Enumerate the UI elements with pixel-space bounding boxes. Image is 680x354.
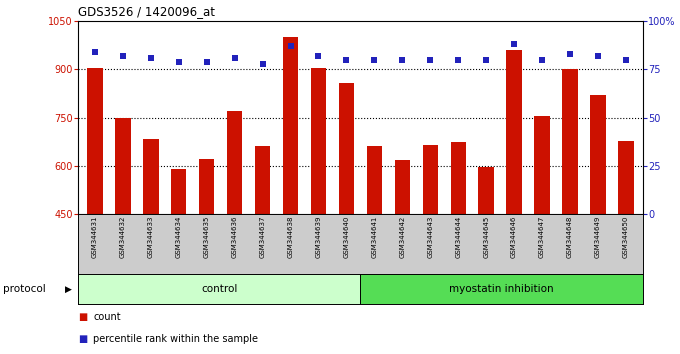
Point: [257, 61, 268, 67]
Bar: [394, 160, 410, 354]
Text: GSM344639: GSM344639: [316, 216, 322, 258]
Point: [201, 59, 212, 64]
Text: ▶: ▶: [65, 285, 72, 294]
Point: [369, 57, 380, 63]
Point: [313, 53, 324, 59]
Point: [620, 57, 631, 63]
Bar: [360, 274, 643, 304]
Point: [453, 57, 464, 63]
Text: GSM344645: GSM344645: [483, 216, 489, 258]
Text: GSM344636: GSM344636: [232, 216, 238, 258]
Bar: [311, 68, 326, 354]
Point: [90, 49, 101, 55]
Text: GSM344647: GSM344647: [539, 216, 545, 258]
Bar: [367, 146, 382, 354]
Point: [425, 57, 436, 63]
Bar: [87, 68, 103, 354]
Text: GSM344631: GSM344631: [92, 216, 98, 258]
Point: [341, 57, 352, 63]
Text: GSM344649: GSM344649: [595, 216, 601, 258]
Text: GSM344633: GSM344633: [148, 216, 154, 258]
Point: [173, 59, 184, 64]
Bar: [255, 146, 270, 354]
Text: GSM344641: GSM344641: [371, 216, 377, 258]
Bar: [451, 142, 466, 354]
Text: GDS3526 / 1420096_at: GDS3526 / 1420096_at: [78, 5, 215, 18]
Text: GSM344642: GSM344642: [399, 216, 405, 258]
Text: GSM344638: GSM344638: [288, 216, 294, 258]
Bar: [339, 83, 354, 354]
Bar: [507, 50, 522, 354]
Text: GSM344644: GSM344644: [455, 216, 461, 258]
Point: [229, 55, 240, 61]
Text: percentile rank within the sample: percentile rank within the sample: [93, 334, 258, 344]
Text: myostatin inhibition: myostatin inhibition: [449, 284, 554, 295]
Text: control: control: [201, 284, 237, 295]
Point: [481, 57, 492, 63]
Bar: [115, 118, 131, 354]
Bar: [590, 95, 606, 354]
Point: [285, 44, 296, 49]
Bar: [562, 69, 577, 354]
Text: ■: ■: [78, 334, 88, 344]
Bar: [227, 111, 242, 354]
Bar: [171, 169, 186, 354]
Bar: [534, 116, 549, 354]
Bar: [422, 145, 438, 354]
Text: ■: ■: [78, 312, 88, 322]
Text: GSM344632: GSM344632: [120, 216, 126, 258]
Text: GSM344635: GSM344635: [204, 216, 209, 258]
Text: GSM344650: GSM344650: [623, 216, 629, 258]
Bar: [78, 274, 360, 304]
Point: [592, 53, 603, 59]
Text: GSM344646: GSM344646: [511, 216, 517, 258]
Bar: [618, 141, 634, 354]
Text: GSM344640: GSM344640: [343, 216, 350, 258]
Bar: [283, 37, 299, 354]
Text: GSM344637: GSM344637: [260, 216, 266, 258]
Text: GSM344634: GSM344634: [176, 216, 182, 258]
Text: GSM344648: GSM344648: [567, 216, 573, 258]
Bar: [143, 139, 158, 354]
Text: protocol: protocol: [3, 284, 46, 295]
Point: [397, 57, 408, 63]
Point: [118, 53, 129, 59]
Point: [509, 41, 520, 47]
Bar: [199, 159, 214, 354]
Text: count: count: [93, 312, 121, 322]
Text: GSM344643: GSM344643: [427, 216, 433, 258]
Point: [564, 51, 575, 57]
Point: [146, 55, 156, 61]
Bar: [479, 167, 494, 354]
Point: [537, 57, 547, 63]
